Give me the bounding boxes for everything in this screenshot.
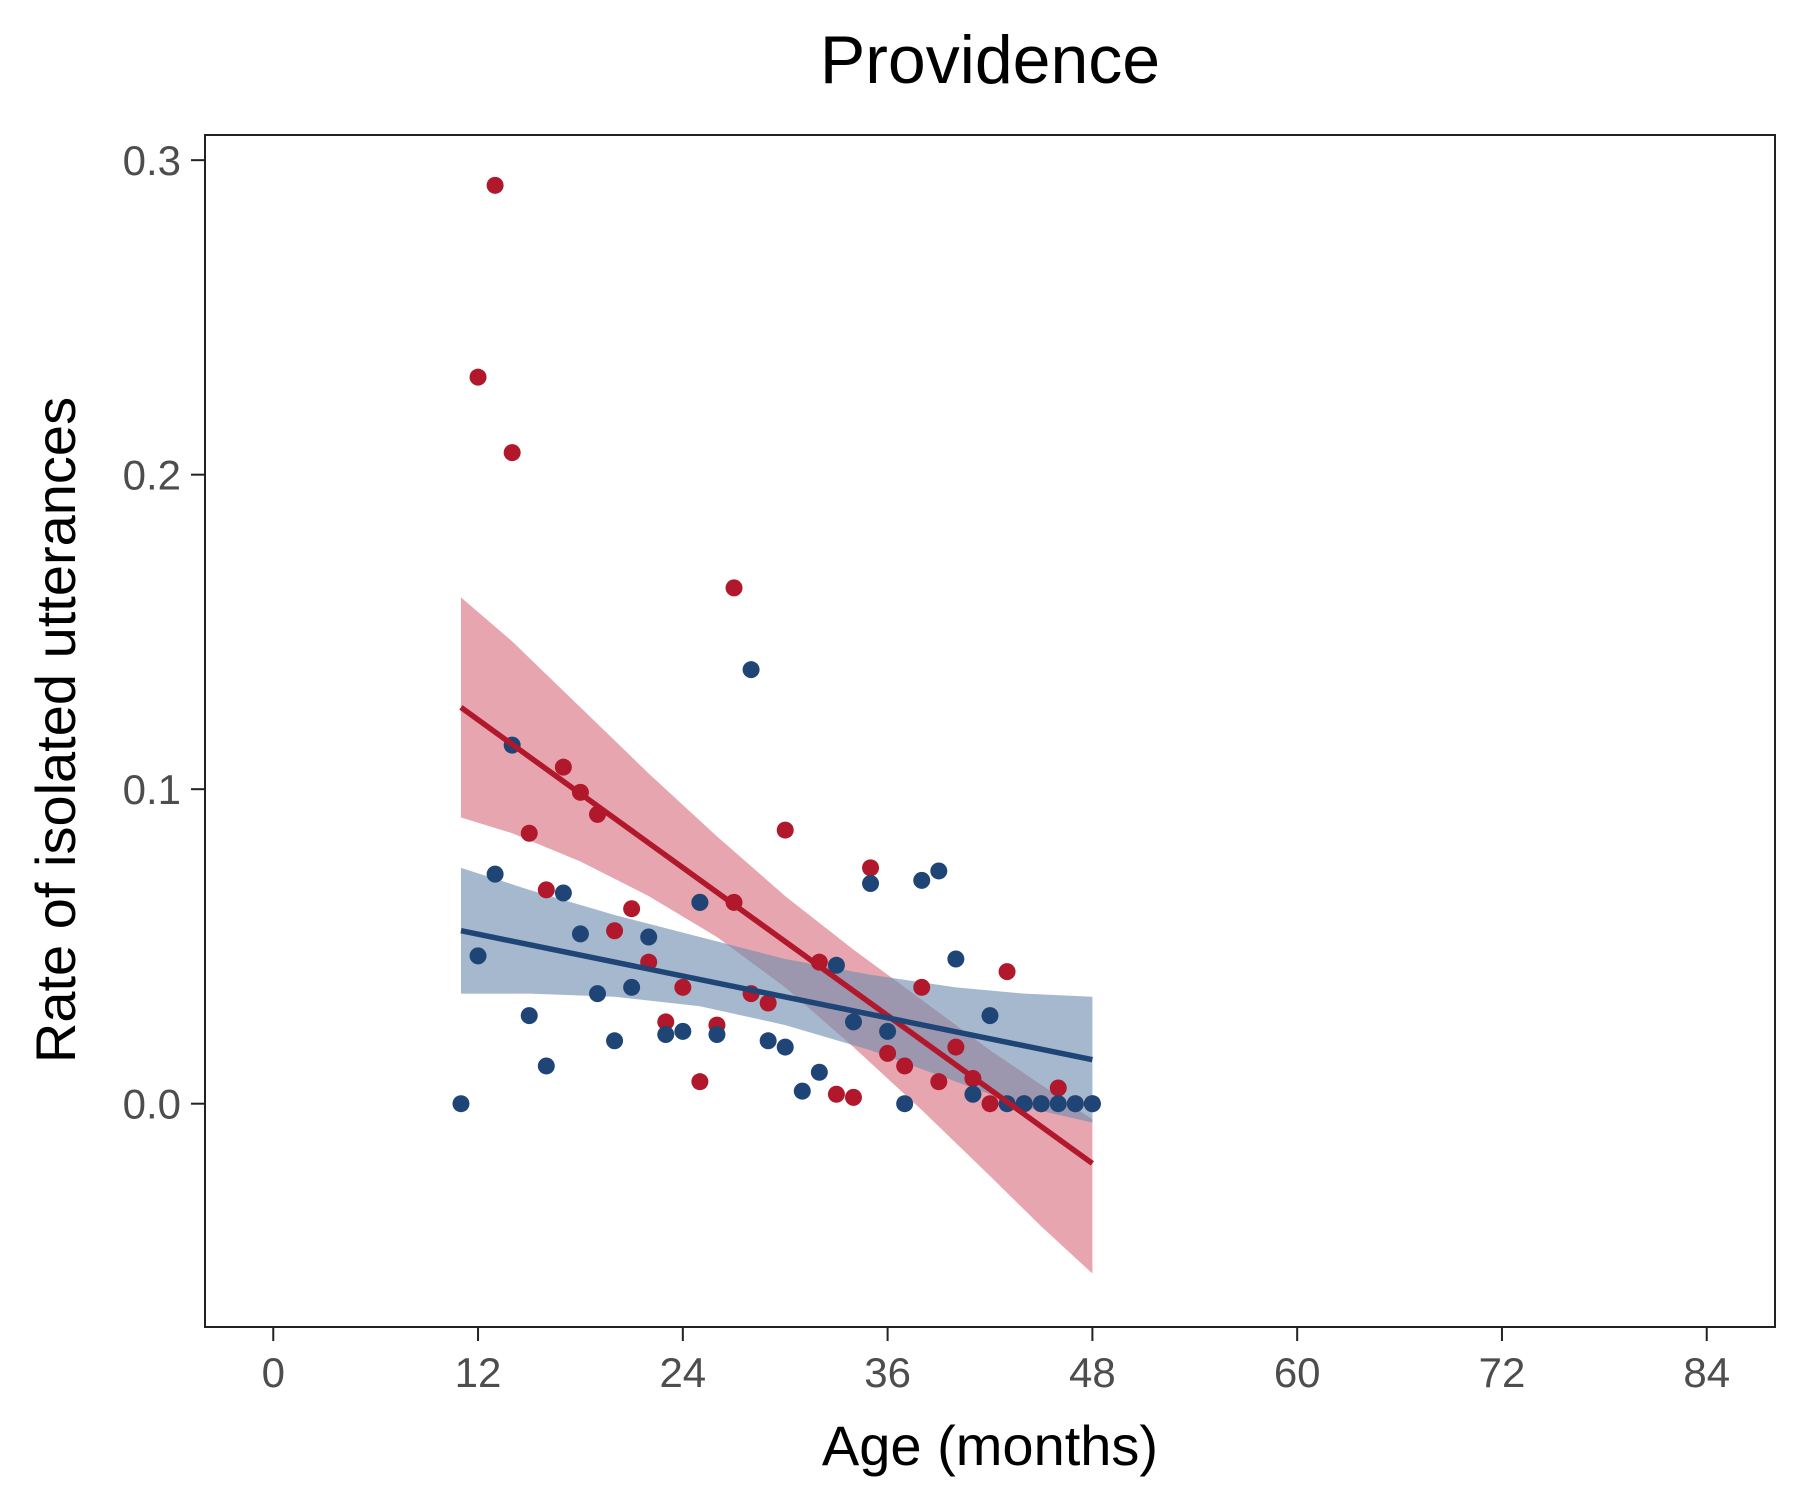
data-point xyxy=(623,978,641,996)
data-point xyxy=(827,1085,845,1103)
data-point xyxy=(896,1057,914,1075)
data-point xyxy=(1049,1079,1067,1097)
data-point xyxy=(759,1032,777,1050)
regression-line-0 xyxy=(459,705,1095,1166)
x-tick-label: 84 xyxy=(1683,1349,1730,1396)
data-point xyxy=(930,1073,948,1091)
x-axis: 0 12 24 36 48 60 72 84 xyxy=(262,1327,1730,1396)
x-tick-label: 12 xyxy=(455,1349,502,1396)
data-point xyxy=(452,1095,470,1113)
data-point xyxy=(503,444,521,462)
data-point xyxy=(537,881,555,899)
data-point xyxy=(776,1038,794,1056)
data-point xyxy=(1083,1095,1101,1113)
y-tick-label: 0.0 xyxy=(123,1081,181,1128)
data-point xyxy=(810,1063,828,1081)
y-tick-label: 0.3 xyxy=(123,137,181,184)
data-point xyxy=(981,1007,999,1025)
data-point xyxy=(469,368,487,386)
data-point xyxy=(606,1032,624,1050)
data-point xyxy=(640,928,658,946)
data-point xyxy=(674,1022,692,1040)
data-point xyxy=(947,950,965,968)
data-point xyxy=(691,893,709,911)
data-point xyxy=(862,859,880,877)
data-point xyxy=(862,875,880,893)
x-tick-label: 0 xyxy=(262,1349,285,1396)
data-point xyxy=(554,884,572,902)
x-tick-label: 24 xyxy=(659,1349,706,1396)
y-axis: 0.0 0.1 0.2 0.3 xyxy=(123,137,205,1128)
data-point xyxy=(998,963,1016,981)
data-point xyxy=(844,1088,862,1106)
points-series-1 xyxy=(452,661,1101,1113)
x-tick-label: 60 xyxy=(1274,1349,1321,1396)
x-tick-label: 72 xyxy=(1479,1349,1526,1396)
data-point xyxy=(554,758,572,776)
data-point xyxy=(606,922,624,940)
data-point xyxy=(827,956,845,974)
data-point xyxy=(844,1013,862,1031)
plot-panel-border xyxy=(204,134,1776,1328)
y-tick-label: 0.2 xyxy=(123,452,181,499)
data-point xyxy=(981,1095,999,1113)
data-point xyxy=(571,925,589,943)
data-point xyxy=(964,1085,982,1103)
data-point xyxy=(537,1057,555,1075)
data-point xyxy=(879,1022,897,1040)
y-tick-label: 0.1 xyxy=(123,766,181,813)
data-point xyxy=(691,1073,709,1091)
data-point xyxy=(896,1095,914,1113)
data-point xyxy=(486,176,504,194)
data-point xyxy=(947,1038,965,1056)
data-point xyxy=(520,824,538,842)
data-point xyxy=(1049,1095,1067,1113)
data-point xyxy=(725,579,743,597)
data-point xyxy=(879,1044,897,1062)
data-point xyxy=(930,862,948,880)
data-point xyxy=(1066,1095,1084,1113)
data-point xyxy=(759,994,777,1012)
data-point xyxy=(1032,1095,1050,1113)
data-point xyxy=(486,865,504,883)
data-point xyxy=(589,985,606,1003)
chart-title: Providence xyxy=(820,22,1160,98)
data-point xyxy=(674,978,692,996)
data-point xyxy=(657,1013,675,1031)
plot-layers xyxy=(452,176,1101,1274)
x-tick-label: 48 xyxy=(1069,1349,1116,1396)
data-point xyxy=(657,1026,675,1044)
data-point xyxy=(520,1007,538,1025)
x-axis-label: Age (months) xyxy=(822,1414,1158,1477)
data-point xyxy=(776,821,794,839)
data-point xyxy=(742,661,760,679)
data-point xyxy=(793,1082,811,1100)
data-point xyxy=(913,978,931,996)
data-point xyxy=(623,900,641,918)
data-point xyxy=(469,947,487,965)
regression-line-1 xyxy=(460,928,1093,1063)
x-tick-label: 36 xyxy=(864,1349,911,1396)
data-point xyxy=(913,871,931,889)
y-axis-label: Rate of isolated utterances xyxy=(24,397,87,1063)
data-point xyxy=(708,1026,726,1044)
